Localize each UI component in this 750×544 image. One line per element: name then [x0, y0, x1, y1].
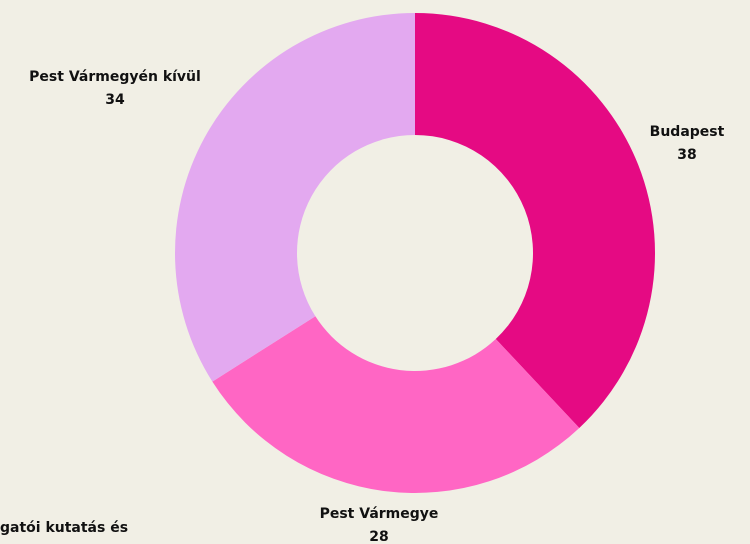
slice-label: Pest Vármegyén kívül: [29, 69, 201, 85]
slice-value: 38: [677, 147, 696, 163]
slice-label: Budapest: [650, 124, 725, 140]
slice-value: 34: [105, 92, 125, 108]
slice-label: Pest Vármegye: [320, 506, 439, 522]
donut-slice: [415, 13, 656, 428]
donut-slice: [212, 316, 580, 493]
footnote: gatói kutatás és: [0, 520, 128, 536]
donut-slice: [175, 13, 415, 382]
slice-value: 28: [369, 529, 388, 544]
